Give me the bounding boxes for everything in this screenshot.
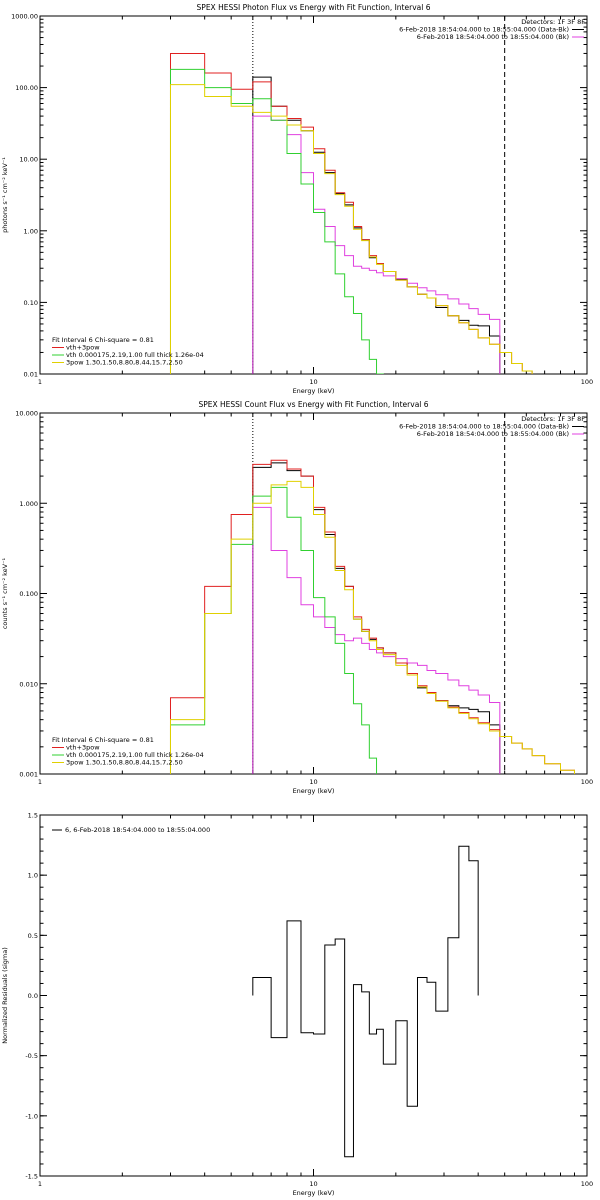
y-tick-label: 1.5 xyxy=(28,812,38,820)
series-2-line xyxy=(252,115,501,374)
chart-title: SPEX HESSI Photon Flux vs Energy with Fi… xyxy=(197,3,431,12)
y-tick-label: 10.00 xyxy=(19,156,38,164)
series-3-line xyxy=(169,52,546,374)
y-tick-label: 0.10 xyxy=(24,299,38,307)
x-tick-label: 100 xyxy=(581,378,593,386)
x-tick-label: 100 xyxy=(581,1180,593,1188)
y-axis-label: photons s⁻¹ cm⁻² keV⁻¹ xyxy=(1,157,9,233)
x-tick-label: 10 xyxy=(309,1180,317,1188)
legend-entry: 6-Feb-2018 18:54:04.000 to 18:55:04.000 … xyxy=(417,430,569,438)
legend-entry: Fit Interval 6 Chi-square = 0.81 xyxy=(52,736,154,744)
y-tick-label: 0.010 xyxy=(19,680,38,688)
legend-entry: 6-Feb-2018 18:54:04.000 to 18:55:04.000 … xyxy=(399,423,569,431)
x-tick-label: 100 xyxy=(581,778,593,786)
legend-entry: vth+3pow xyxy=(66,344,100,352)
legend-entry: vth+3pow xyxy=(66,744,100,752)
x-axis-label: Energy (keV) xyxy=(293,387,335,395)
plot-area xyxy=(252,845,479,1158)
chart-title: SPEX HESSI Count Flux vs Energy with Fit… xyxy=(198,400,428,409)
y-tick-label: -1.0 xyxy=(25,1112,38,1120)
series-5-line xyxy=(169,480,575,774)
y-tick-label: 100.00 xyxy=(15,84,38,92)
y-tick-label: 0.001 xyxy=(19,771,38,779)
y-tick-label: 0.100 xyxy=(19,590,38,598)
legend-entry: Detectors: 1F 3F 8F xyxy=(521,18,585,26)
plot-area xyxy=(169,16,546,374)
y-tick-label: -0.5 xyxy=(25,1052,38,1060)
x-axis-label: Energy (keV) xyxy=(293,1189,335,1197)
x-tick-label: 10 xyxy=(309,378,317,386)
y-axis-label: Normalized Residuals (sigma) xyxy=(1,947,9,1044)
y-tick-label: 0.01 xyxy=(24,371,38,379)
y-tick-label: 1.00 xyxy=(24,227,38,235)
x-tick-label: 1 xyxy=(38,378,42,386)
series-3-line xyxy=(169,459,575,774)
series-4-line xyxy=(169,486,378,774)
series-1-line xyxy=(252,76,501,374)
y-axis-label: counts s⁻¹ cm⁻² keV⁻¹ xyxy=(1,557,9,629)
legend-entry: Fit Interval 6 Chi-square = 0.81 xyxy=(52,336,154,344)
y-tick-label: 1.000 xyxy=(19,500,38,508)
y-tick-label: 10.000 xyxy=(15,410,38,418)
series-5-line xyxy=(169,84,546,374)
y-tick-label: 0.0 xyxy=(28,992,38,1000)
plot-area xyxy=(169,413,575,774)
chart-1: SPEX HESSI Photon Flux vs Energy with Fi… xyxy=(1,3,593,395)
y-tick-label: 1000.00 xyxy=(11,13,38,21)
series-4-line xyxy=(169,68,408,374)
y-tick-label: 0.5 xyxy=(28,932,38,940)
legend-entry: vth 0.000175,2.19,1.00 full thick 1.26e-… xyxy=(66,751,204,759)
plot-frame xyxy=(39,814,588,1177)
x-tick-label: 1 xyxy=(38,778,42,786)
legend-entry: vth 0.000175,2.19,1.00 full thick 1.26e-… xyxy=(66,351,204,359)
x-axis-label: Energy (keV) xyxy=(293,787,335,795)
legend-entry: 3pow 1.30,1.50,8.80,8.44,15.7,2.50 xyxy=(66,759,183,767)
legend-entry: 3pow 1.30,1.50,8.80,8.44,15.7,2.50 xyxy=(66,359,183,367)
x-tick-label: 10 xyxy=(309,778,317,786)
x-tick-label: 1 xyxy=(38,1180,42,1188)
legend-entry: 6, 6-Feb-2018 18:54:04.000 to 18:55:04.0… xyxy=(65,826,210,834)
y-tick-label: 1.0 xyxy=(28,872,38,880)
y-tick-label: -1.5 xyxy=(25,1173,38,1181)
legend-entry: 6-Feb-2018 18:54:04.000 to 18:55:04.000 … xyxy=(399,26,569,34)
chart-3: 1 10 100 Energy (keV) -1.5 -1.0 -0.5 0.0 0.5 1.0 1… xyxy=(1,812,593,1198)
series-2-line xyxy=(252,506,501,774)
legend-entry: Detectors: 1F 3F 8F xyxy=(521,415,585,423)
series-1-line xyxy=(252,462,501,774)
legend-entry: 6-Feb-2018 18:54:04.000 to 18:55:04.000 … xyxy=(417,33,569,41)
chart-2: SPEX HESSI Count Flux vs Energy with Fit… xyxy=(1,400,593,795)
series-1-line xyxy=(252,845,479,1158)
